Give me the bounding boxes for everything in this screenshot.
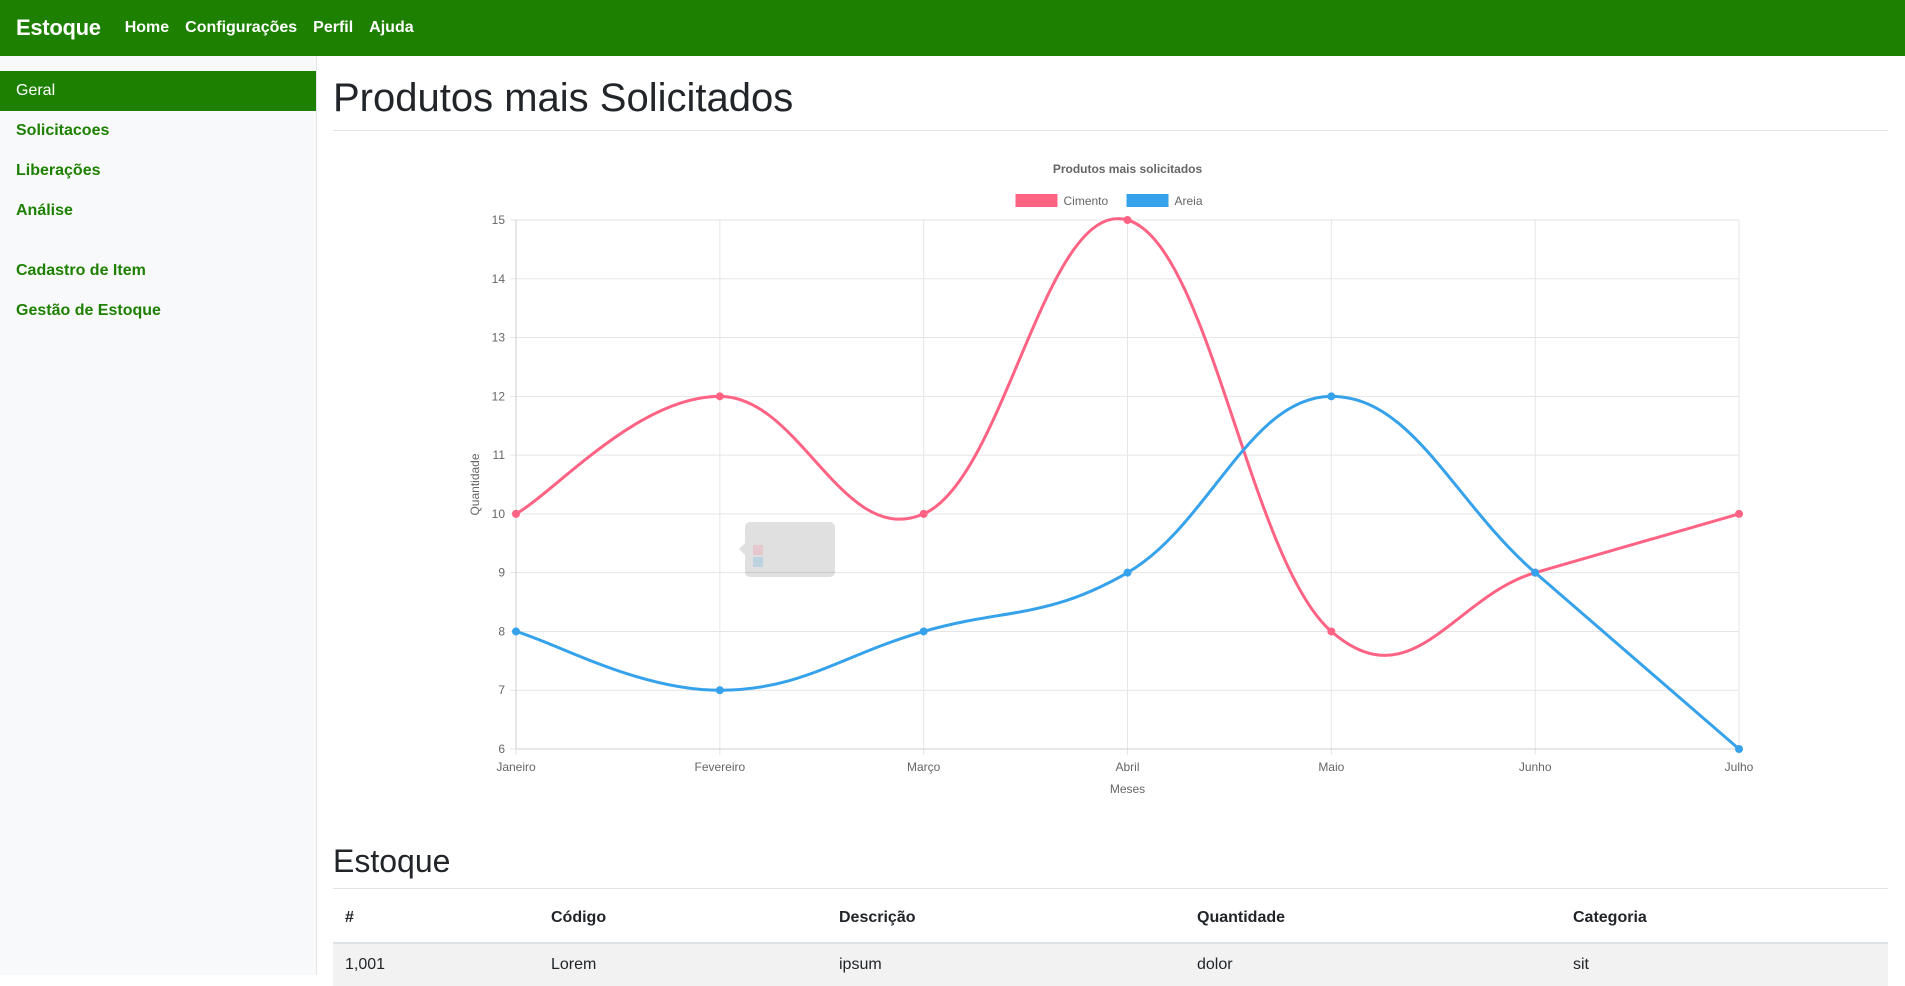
col-header-quantidade[interactable]: Quantidade <box>1185 894 1561 944</box>
y-tick-label: 13 <box>492 331 506 345</box>
chart-title: Produtos mais solicitados <box>1053 162 1203 176</box>
stock-table: # Código Descrição Quantidade Categoria … <box>333 894 1888 986</box>
nav-home[interactable]: Home <box>124 19 170 36</box>
cell-id: 1,001 <box>333 943 539 986</box>
y-tick-label: 11 <box>493 448 506 462</box>
y-tick-label: 8 <box>498 624 505 638</box>
y-tick-label: 9 <box>498 566 505 580</box>
sidebar-item-solicitacoes[interactable]: Solicitacoes <box>16 122 110 139</box>
tooltip-ghost <box>745 522 835 577</box>
col-header-descricao[interactable]: Descrição <box>827 894 1185 944</box>
data-point-areia[interactable] <box>1123 568 1132 577</box>
y-tick-label: 12 <box>492 389 506 403</box>
x-tick-label: Abril <box>1115 760 1139 774</box>
y-tick-label: 7 <box>498 683 505 697</box>
data-point-areia[interactable] <box>919 627 928 636</box>
sidebar-item-cadastro-item[interactable]: Cadastro de Item <box>16 262 146 279</box>
nav-configuracoes[interactable]: Configurações <box>185 19 298 36</box>
y-tick-label: 15 <box>492 213 506 227</box>
legend-swatch-areia[interactable] <box>1126 194 1169 207</box>
table-row[interactable]: 1,001 Lorem ipsum dolor sit <box>333 943 1888 986</box>
tooltip-caret <box>739 543 745 555</box>
cell-descricao: ipsum <box>827 943 1185 986</box>
y-tick-label: 6 <box>498 742 505 756</box>
top-nav: Home Configurações Perfil Ajuda <box>125 19 430 37</box>
legend-label-areia: Areia <box>1175 194 1203 208</box>
stock-section-title: Estoque <box>333 843 1888 889</box>
tooltip-swatch-areia <box>753 557 763 567</box>
data-point-cimento[interactable] <box>715 392 724 401</box>
data-point-areia[interactable] <box>1327 392 1336 401</box>
y-axis-label: Quantidade <box>468 453 482 515</box>
sidebar-item-geral[interactable]: Geral <box>0 71 316 111</box>
data-point-cimento[interactable] <box>512 509 520 518</box>
y-tick-label: 14 <box>492 272 506 286</box>
legend-label-cimento: Cimento <box>1064 194 1109 208</box>
table-header-row: # Código Descrição Quantidade Categoria <box>333 894 1888 944</box>
y-tick-label: 10 <box>492 507 506 521</box>
legend-swatch-cimento[interactable] <box>1015 194 1058 207</box>
main-content: Produtos mais Solicitados Produtos mais … <box>333 56 1888 821</box>
cell-quantidade: dolor <box>1185 943 1561 986</box>
page-title: Produtos mais Solicitados <box>333 74 1888 131</box>
col-header-codigo[interactable]: Código <box>539 894 827 944</box>
x-tick-label: Fevereiro <box>694 760 745 774</box>
x-tick-label: Março <box>907 760 941 774</box>
nav-perfil[interactable]: Perfil <box>313 19 354 36</box>
data-point-areia[interactable] <box>1531 568 1540 577</box>
sidebar: Geral Solicitacoes Liberações Análise Ca… <box>0 56 317 975</box>
chart-container: Produtos mais solicitados Cimento Areia 6 7 8… <box>333 131 1888 821</box>
x-tick-label: Julho <box>1725 760 1754 774</box>
top-navbar: Estoque Home Configurações Perfil Ajuda <box>0 0 1905 56</box>
data-point-areia[interactable] <box>715 686 724 695</box>
data-point-areia[interactable] <box>1735 745 1743 753</box>
data-point-cimento[interactable] <box>1327 627 1336 636</box>
data-point-cimento[interactable] <box>1735 509 1743 518</box>
x-axis-label: Meses <box>1110 782 1145 796</box>
col-header-id[interactable]: # <box>333 894 539 944</box>
data-point-cimento[interactable] <box>919 509 928 518</box>
brand-logo[interactable]: Estoque <box>16 15 101 40</box>
sidebar-item-liberacoes[interactable]: Liberações <box>16 162 101 179</box>
data-point-areia[interactable] <box>512 627 520 636</box>
nav-ajuda[interactable]: Ajuda <box>369 19 414 36</box>
x-tick-label: Junho <box>1519 760 1552 774</box>
line-chart[interactable]: Produtos mais solicitados Cimento Areia 6 7 8… <box>333 131 1888 821</box>
cell-categoria: sit <box>1561 943 1888 986</box>
sidebar-item-gestao-estoque[interactable]: Gestão de Estoque <box>16 302 161 319</box>
x-tick-label: Janeiro <box>496 760 536 774</box>
data-point-cimento[interactable] <box>1123 216 1132 224</box>
x-tick-label: Maio <box>1318 760 1344 774</box>
cell-codigo: Lorem <box>539 943 827 986</box>
tooltip-swatch-cimento <box>753 545 763 555</box>
sidebar-item-analise[interactable]: Análise <box>16 202 73 219</box>
col-header-categoria[interactable]: Categoria <box>1561 894 1888 944</box>
